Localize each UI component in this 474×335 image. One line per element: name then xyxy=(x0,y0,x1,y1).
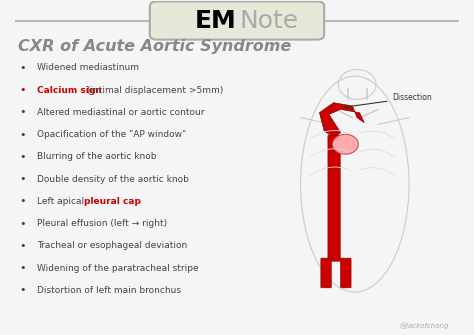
Text: •: • xyxy=(19,85,26,95)
Text: •: • xyxy=(19,241,26,251)
Text: Tracheal or esophageal deviation: Tracheal or esophageal deviation xyxy=(36,242,187,250)
Text: Opacification of the "AP window": Opacification of the "AP window" xyxy=(36,130,186,139)
Text: Widened mediastinum: Widened mediastinum xyxy=(36,63,139,72)
Text: •: • xyxy=(19,152,26,162)
Text: •: • xyxy=(19,130,26,140)
FancyBboxPatch shape xyxy=(150,1,324,40)
Text: Note: Note xyxy=(239,9,299,32)
Text: •: • xyxy=(19,263,26,273)
Text: CXR of Acute Aortic Syndrome: CXR of Acute Aortic Syndrome xyxy=(18,39,291,54)
Text: Blurring of the aortic knob: Blurring of the aortic knob xyxy=(36,152,156,161)
Text: •: • xyxy=(19,107,26,117)
Text: •: • xyxy=(19,63,26,73)
FancyBboxPatch shape xyxy=(321,258,331,288)
Text: @jackofchong: @jackofchong xyxy=(400,322,449,329)
Text: Widening of the paratracheal stripe: Widening of the paratracheal stripe xyxy=(36,264,198,273)
Text: Calcium sign: Calcium sign xyxy=(36,85,101,94)
Text: (intimal displacement >5mm): (intimal displacement >5mm) xyxy=(83,85,223,94)
FancyBboxPatch shape xyxy=(328,135,340,261)
Text: Distortion of left main bronchus: Distortion of left main bronchus xyxy=(36,286,181,295)
Text: •: • xyxy=(19,196,26,206)
PathPatch shape xyxy=(319,103,364,138)
Text: Double density of the aortic knob: Double density of the aortic knob xyxy=(36,175,189,184)
Text: •: • xyxy=(19,285,26,295)
Text: pleural cap: pleural cap xyxy=(83,197,140,206)
FancyBboxPatch shape xyxy=(341,258,351,288)
Text: Pleural effusion (left → right): Pleural effusion (left → right) xyxy=(36,219,167,228)
Text: Altered mediastinal or aortic contour: Altered mediastinal or aortic contour xyxy=(36,108,204,117)
Text: EM: EM xyxy=(195,9,237,32)
Text: Left apical: Left apical xyxy=(36,197,87,206)
Text: •: • xyxy=(19,219,26,229)
Text: •: • xyxy=(19,174,26,184)
Ellipse shape xyxy=(332,134,358,154)
Text: Dissection: Dissection xyxy=(345,93,432,108)
